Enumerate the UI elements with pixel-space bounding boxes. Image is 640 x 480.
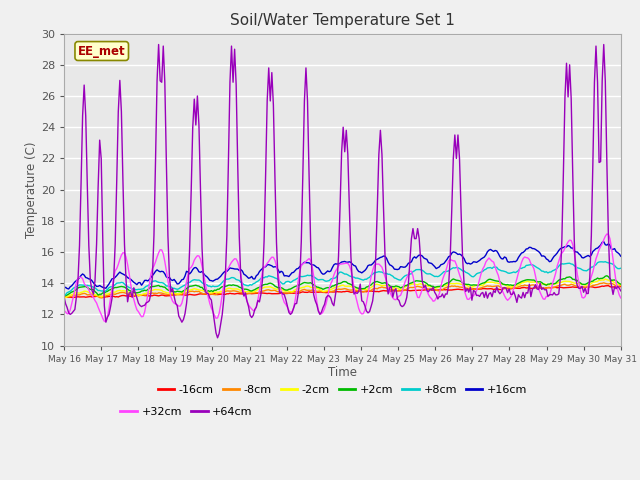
-16cm <box>246 290 254 296</box>
+32cm <box>130 297 138 302</box>
+2cm <box>60 293 68 299</box>
Y-axis label: Temperature (C): Temperature (C) <box>25 141 38 238</box>
Text: EE_met: EE_met <box>78 45 125 58</box>
-16cm <box>617 284 625 289</box>
-8cm <box>97 295 105 301</box>
+32cm <box>617 295 625 301</box>
+8cm <box>586 266 594 272</box>
-2cm <box>303 283 311 289</box>
+16cm <box>60 285 68 291</box>
+32cm <box>100 318 108 324</box>
Line: -2cm: -2cm <box>64 279 621 298</box>
+2cm <box>226 282 234 288</box>
-2cm <box>602 276 609 282</box>
+64cm <box>307 239 314 244</box>
+32cm <box>228 259 236 265</box>
Legend: +32cm, +64cm: +32cm, +64cm <box>116 402 257 421</box>
-8cm <box>255 289 263 295</box>
+8cm <box>60 293 68 299</box>
-16cm <box>605 283 612 288</box>
-8cm <box>305 288 313 293</box>
-2cm <box>244 288 252 294</box>
+32cm <box>246 304 254 310</box>
-8cm <box>617 283 625 288</box>
+64cm <box>229 79 237 85</box>
Line: -16cm: -16cm <box>64 286 621 298</box>
+64cm <box>589 160 596 166</box>
+64cm <box>248 315 255 321</box>
+32cm <box>305 256 313 262</box>
+64cm <box>617 288 625 294</box>
-8cm <box>246 290 254 296</box>
+2cm <box>244 287 252 293</box>
-2cm <box>60 295 68 300</box>
-16cm <box>305 289 313 295</box>
-2cm <box>254 287 262 292</box>
-16cm <box>70 295 77 300</box>
X-axis label: Time: Time <box>328 366 357 379</box>
+2cm <box>129 288 136 294</box>
+64cm <box>155 42 163 48</box>
+32cm <box>603 231 611 237</box>
+8cm <box>226 276 234 281</box>
Line: +16cm: +16cm <box>64 242 621 289</box>
+2cm <box>254 285 262 291</box>
-8cm <box>130 292 138 298</box>
+16cm <box>228 265 236 271</box>
-16cm <box>255 290 263 296</box>
+2cm <box>586 279 594 285</box>
-2cm <box>226 285 234 291</box>
Line: +32cm: +32cm <box>64 234 621 321</box>
+16cm <box>65 286 72 292</box>
+16cm <box>246 275 254 281</box>
+8cm <box>303 272 311 278</box>
+32cm <box>588 274 595 279</box>
+8cm <box>129 286 136 292</box>
-16cm <box>60 294 68 300</box>
Line: +64cm: +64cm <box>64 45 621 338</box>
+64cm <box>60 293 68 299</box>
-8cm <box>228 288 236 294</box>
+16cm <box>600 239 607 245</box>
+32cm <box>60 308 68 313</box>
-8cm <box>588 283 595 289</box>
+2cm <box>603 273 611 278</box>
Line: +2cm: +2cm <box>64 276 621 296</box>
+16cm <box>305 260 313 266</box>
Title: Soil/Water Temperature Set 1: Soil/Water Temperature Set 1 <box>230 13 455 28</box>
-2cm <box>586 282 594 288</box>
+64cm <box>214 335 221 341</box>
+8cm <box>617 265 625 271</box>
+2cm <box>303 280 311 286</box>
+8cm <box>244 283 252 288</box>
-2cm <box>617 282 625 288</box>
+8cm <box>602 259 609 264</box>
+64cm <box>257 291 265 297</box>
-16cm <box>588 284 595 289</box>
Line: -8cm: -8cm <box>64 283 621 298</box>
+2cm <box>617 281 625 287</box>
Line: +8cm: +8cm <box>64 262 621 296</box>
+32cm <box>255 288 263 294</box>
+8cm <box>254 278 262 284</box>
+64cm <box>129 294 136 300</box>
+16cm <box>255 269 263 275</box>
-8cm <box>600 280 607 286</box>
+16cm <box>588 252 595 258</box>
+16cm <box>617 253 625 259</box>
-8cm <box>60 294 68 300</box>
-16cm <box>130 294 138 300</box>
-2cm <box>129 291 136 297</box>
-16cm <box>228 291 236 297</box>
+16cm <box>130 279 138 285</box>
